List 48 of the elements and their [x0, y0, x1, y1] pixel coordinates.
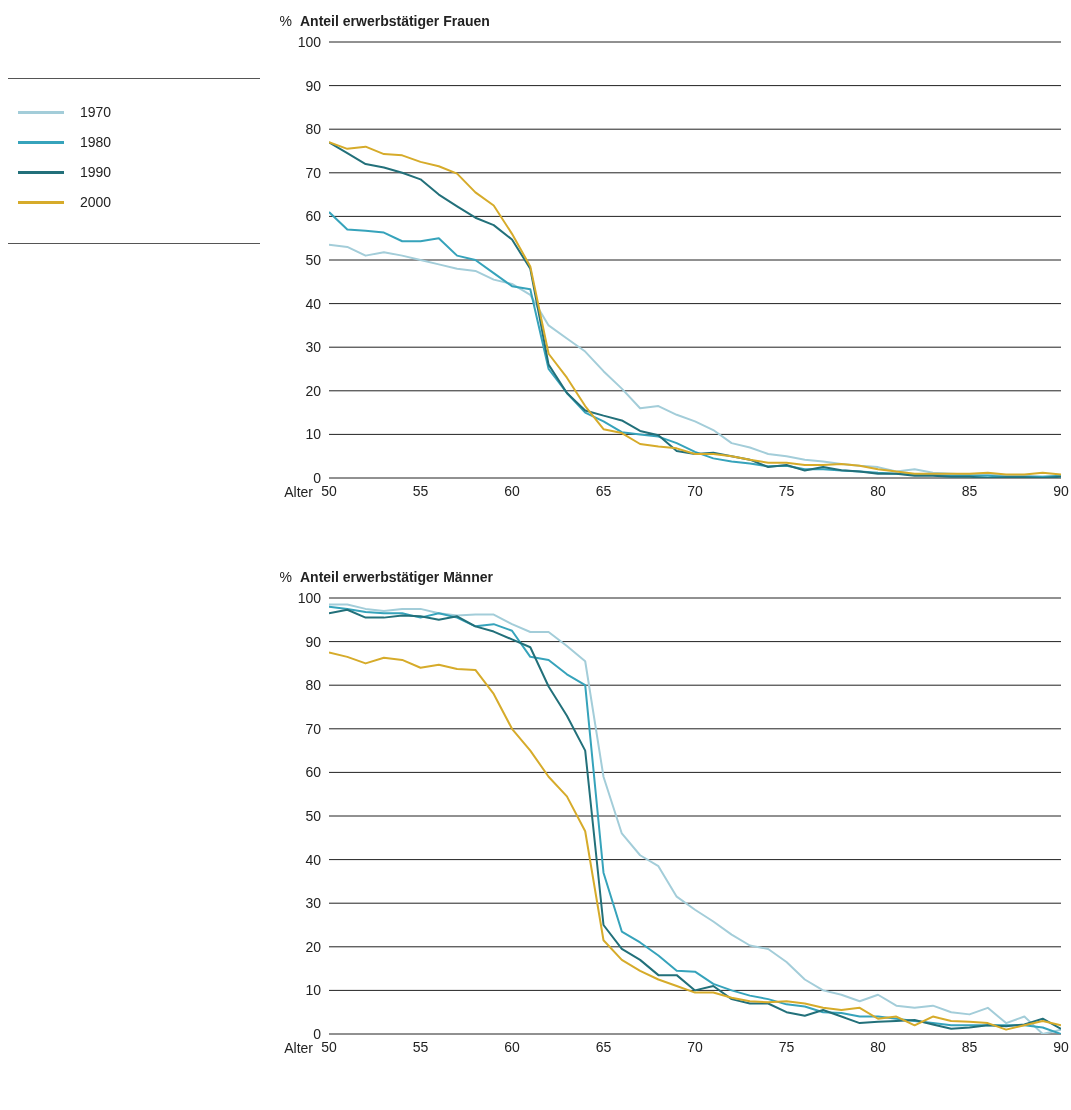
x-tick-label: 55 — [412, 1038, 429, 1055]
y-tick-label: 60 — [305, 764, 322, 781]
y-tick-label: 20 — [305, 382, 322, 399]
legend-label: 1980 — [80, 134, 112, 150]
chart-title: Anteil erwerbstätiger Frauen — [300, 13, 490, 29]
legend-label: 2000 — [80, 194, 112, 210]
y-tick-label: 20 — [305, 938, 322, 955]
x-axis-title: Alter — [284, 1039, 314, 1056]
y-tick-label: 0 — [313, 469, 322, 486]
legend-label: 1990 — [80, 164, 112, 180]
x-axis-title: Alter — [284, 483, 314, 500]
chart-title: Anteil erwerbstätiger Männer — [300, 569, 493, 585]
x-tick-label: 60 — [504, 1038, 520, 1055]
y-tick-label: 80 — [305, 677, 322, 694]
y-tick-label: 50 — [305, 251, 322, 268]
y-tick-label: 50 — [305, 807, 322, 824]
y-axis-title: % — [278, 569, 292, 585]
x-tick-label: 90 — [1053, 1038, 1069, 1055]
x-tick-label: 85 — [961, 482, 978, 499]
x-tick-label: 80 — [870, 1038, 886, 1055]
y-tick-label: 60 — [305, 208, 322, 225]
x-tick-label: 65 — [595, 482, 612, 499]
y-tick-label: 70 — [305, 164, 322, 181]
x-tick-label: 85 — [961, 1038, 978, 1055]
y-tick-label: 70 — [305, 720, 322, 737]
x-tick-label: 65 — [595, 1038, 612, 1055]
x-tick-label: 70 — [687, 1038, 703, 1055]
x-tick-label: 75 — [778, 482, 795, 499]
y-tick-label: 100 — [297, 33, 322, 50]
x-tick-label: 55 — [412, 482, 429, 499]
y-tick-label: 90 — [305, 633, 322, 650]
y-tick-label: 30 — [305, 339, 322, 356]
legend-label: 1970 — [80, 104, 112, 120]
y-tick-label: 30 — [305, 895, 322, 912]
y-tick-label: 100 — [297, 589, 322, 606]
y-tick-label: 40 — [305, 851, 322, 868]
y-tick-label: 0 — [313, 1025, 322, 1042]
y-tick-label: 10 — [305, 426, 322, 443]
y-tick-label: 40 — [305, 295, 322, 312]
y-tick-label: 80 — [305, 121, 322, 138]
x-tick-label: 60 — [504, 482, 520, 499]
y-tick-label: 10 — [305, 982, 322, 999]
y-tick-label: 90 — [305, 77, 322, 94]
x-tick-label: 75 — [778, 1038, 795, 1055]
x-tick-label: 80 — [870, 482, 886, 499]
x-tick-label: 90 — [1053, 482, 1069, 499]
x-tick-label: 70 — [687, 482, 703, 499]
y-axis-title: % — [278, 13, 292, 29]
